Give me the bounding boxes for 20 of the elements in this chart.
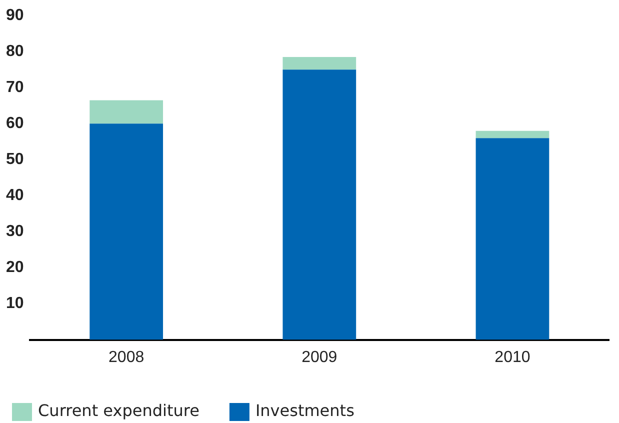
x-tick-label: 2010 — [494, 348, 530, 366]
legend-label: Investments — [255, 401, 354, 420]
bar — [476, 130, 550, 138]
x-tick-label: 2009 — [302, 348, 338, 366]
y-tick-label: 10 — [6, 295, 24, 312]
y-tick-label: 30 — [6, 223, 24, 240]
y-tick-label: 90 — [6, 7, 24, 24]
y-tick-label: 60 — [6, 115, 24, 132]
x-tick-label: 2008 — [108, 348, 144, 366]
y-tick-label: 50 — [6, 151, 24, 168]
bar — [476, 138, 550, 340]
bar — [282, 57, 356, 70]
bar — [90, 124, 164, 340]
bar — [90, 100, 164, 124]
y-tick-label: 20 — [6, 259, 24, 276]
y-tick-label: 70 — [6, 79, 24, 96]
y-tick-label: 40 — [6, 187, 24, 204]
legend-label: Current expenditure — [38, 401, 200, 420]
y-tick-label: 80 — [6, 43, 24, 60]
bar — [282, 70, 356, 340]
